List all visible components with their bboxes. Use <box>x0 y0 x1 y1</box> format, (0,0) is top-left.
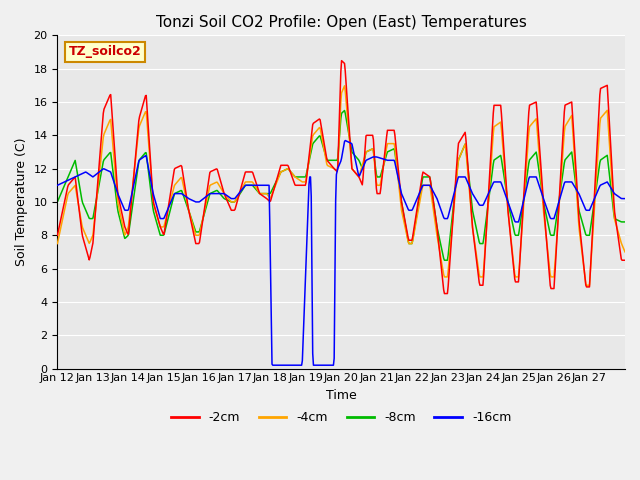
Y-axis label: Soil Temperature (C): Soil Temperature (C) <box>15 138 28 266</box>
Title: Tonzi Soil CO2 Profile: Open (East) Temperatures: Tonzi Soil CO2 Profile: Open (East) Temp… <box>156 15 527 30</box>
Text: TZ_soilco2: TZ_soilco2 <box>68 45 141 59</box>
X-axis label: Time: Time <box>326 389 356 402</box>
Legend: -2cm, -4cm, -8cm, -16cm: -2cm, -4cm, -8cm, -16cm <box>166 406 516 429</box>
